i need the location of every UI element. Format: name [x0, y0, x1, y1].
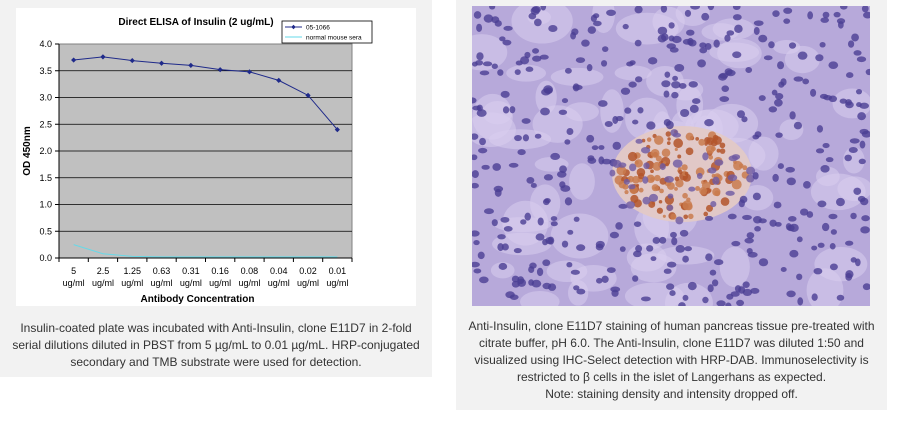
y-tick-label: 0.5: [39, 226, 52, 236]
x-axis-title: Antibody Concentration: [141, 294, 255, 305]
x-tick-label: 0.02: [299, 266, 317, 276]
data-point: [158, 60, 165, 66]
legend-marker-0: [291, 24, 296, 30]
data-point: [129, 57, 135, 64]
elisa-panel: 0.0 0.5 1.0 1.5 2.0 2.5 3.0 3.5 4.0 5 ug/ml 2.5 ug/m…: [0, 0, 432, 377]
y-tick-label: 2.5: [39, 119, 52, 129]
y-tick-label: 3.0: [39, 93, 52, 103]
ihc-caption-line: citrate buffer, pH 6.0. The Anti-Insulin…: [479, 336, 864, 350]
y-tick-label: 1.5: [39, 173, 52, 183]
y-tick-label: 2.0: [39, 146, 52, 156]
y-tick-label: 1.0: [39, 200, 52, 210]
series-line-1: [73, 244, 338, 258]
x-tick-unit: ug/ml: [326, 278, 348, 288]
legend-box: [281, 20, 373, 44]
x-tick-label: 0.31: [182, 266, 200, 276]
x-tick-unit: ug/ml: [297, 278, 319, 288]
chart-title: Direct ELISA of Insulin (2 ug/mL): [118, 17, 273, 28]
legend-label-0: 05-1066: [306, 25, 330, 32]
ihc-caption: Anti-Insulin, clone E11D7 staining of hu…: [464, 318, 879, 403]
x-tick-unit: ug/ml: [268, 278, 290, 288]
x-tick-unit: ug/ml: [151, 278, 173, 288]
data-point: [276, 77, 282, 83]
data-point: [305, 92, 311, 98]
x-tick-label: 2.5: [97, 266, 110, 276]
ihc-caption-line: restricted to β cells in the islet of La…: [516, 370, 827, 384]
ihc-caption-line: visualized using IHC-Select detection wi…: [474, 353, 869, 367]
elisa-caption: Insulin-coated plate was incubated with …: [12, 321, 420, 369]
x-tick-label: 0.01: [329, 266, 347, 276]
x-tick-label: 0.04: [270, 266, 288, 276]
data-point: [100, 54, 106, 60]
y-tick-label: 3.5: [39, 66, 52, 76]
x-tick-label: 1.25: [123, 266, 141, 276]
x-tick-label: 5: [71, 266, 76, 276]
data-point: [334, 127, 340, 133]
x-tick-unit: ug/ml: [238, 278, 260, 288]
ihc-caption-line: Anti-Insulin, clone E11D7 staining of hu…: [468, 319, 875, 333]
elisa-chart: 0.0 0.5 1.0 1.5 2.0 2.5 3.0 3.5 4.0 5 ug/ml 2.5 ug/m…: [16, 8, 416, 306]
y-tick-label: 0.0: [39, 253, 52, 263]
data-point: [71, 57, 77, 63]
y-tick-label: 4.0: [39, 39, 52, 49]
ihc-panel: Anti-Insulin, clone E11D7 staining of hu…: [456, 0, 887, 410]
ihc-caption-line: Note: staining density and intensity dro…: [545, 387, 798, 401]
x-tick-label: 0.63: [153, 266, 171, 276]
pancreas-ihc-micrograph-icon: [472, 6, 870, 306]
x-tick-unit: ug/ml: [92, 278, 114, 288]
x-tick-unit: ug/ml: [180, 278, 202, 288]
y-axis-title: OD 450nm: [22, 126, 33, 176]
x-tick-label: 0.08: [241, 266, 259, 276]
data-point: [188, 62, 194, 68]
x-tick-unit: ug/ml: [63, 278, 85, 288]
x-tick-label: 0.16: [211, 266, 229, 276]
legend-label-1: normal mouse sera: [306, 35, 362, 42]
elisa-chart-svg: 0.0 0.5 1.0 1.5 2.0 2.5 3.0 3.5 4.0 5 ug/ml 2.5 ug/m…: [22, 17, 373, 305]
data-point: [246, 69, 253, 75]
series-line-0: [73, 56, 338, 130]
data-point: [217, 67, 223, 73]
x-tick-unit: ug/ml: [121, 278, 143, 288]
x-tick-unit: ug/ml: [209, 278, 231, 288]
